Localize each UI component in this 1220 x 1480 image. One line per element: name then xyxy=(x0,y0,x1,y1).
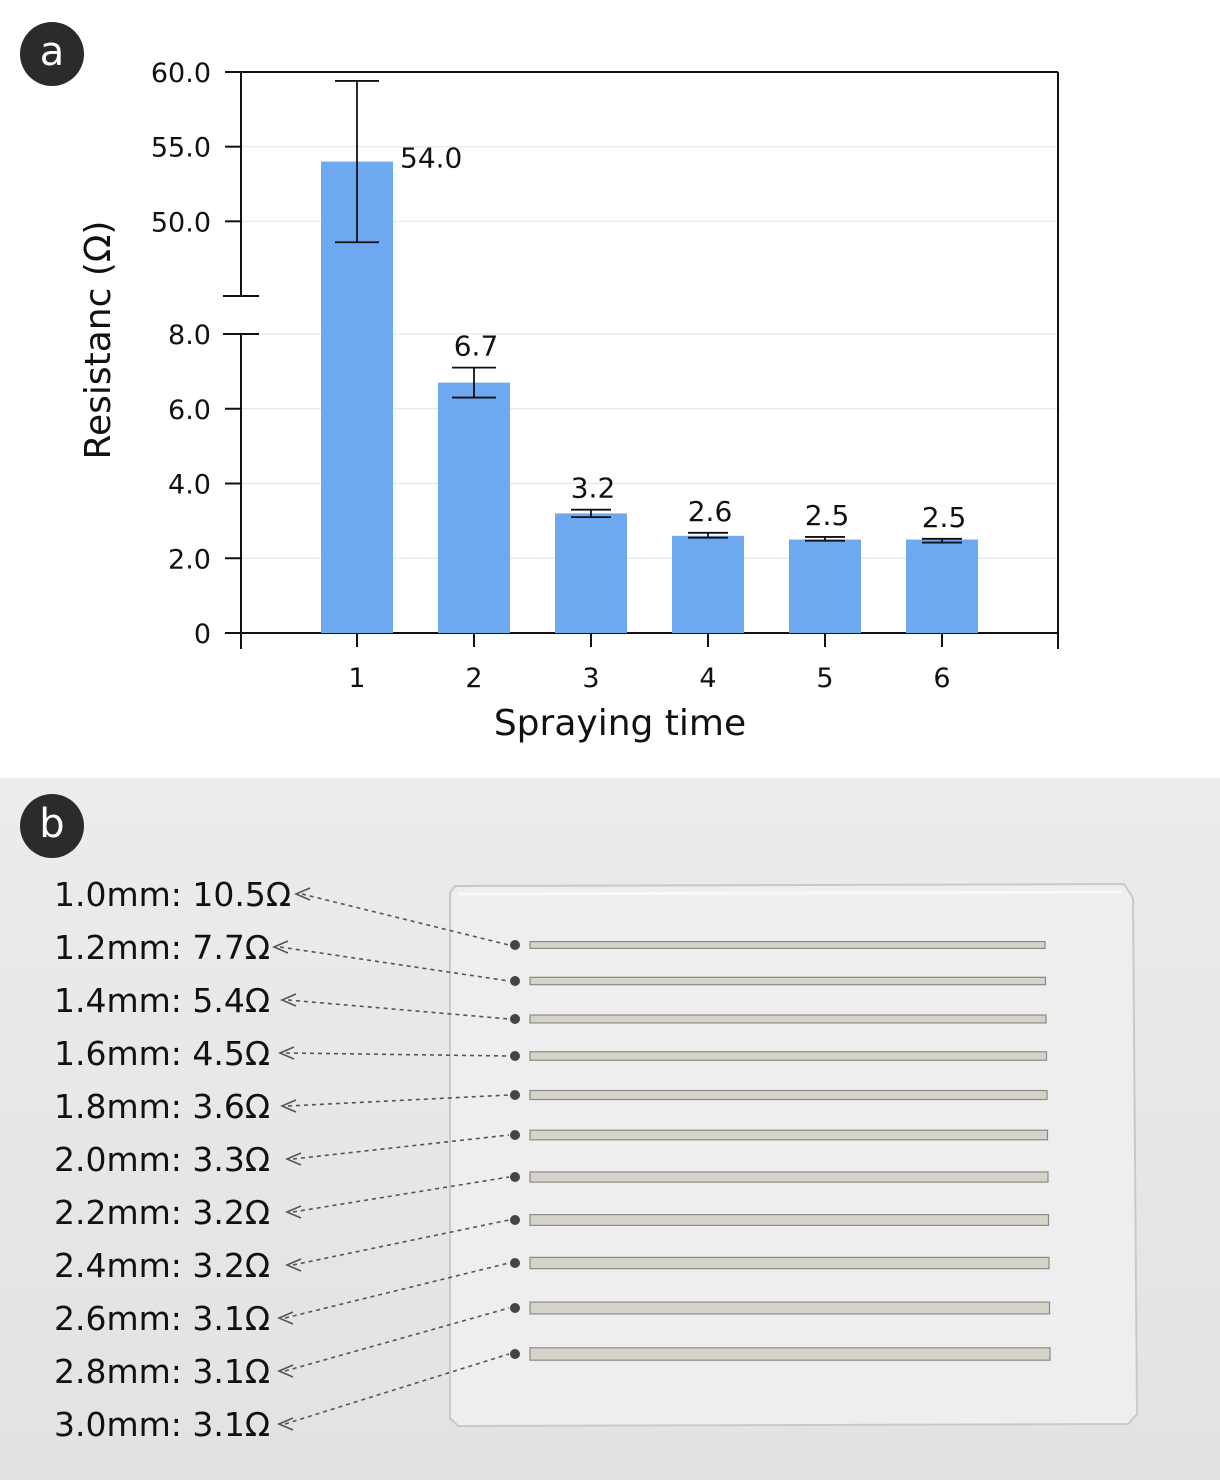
strip-marker-dot xyxy=(510,1303,520,1313)
bar-3 xyxy=(555,513,627,633)
conductive-strip-1 xyxy=(529,941,1046,950)
y-tick-label: 50.0 xyxy=(151,207,211,238)
y-tick-label: 55.0 xyxy=(151,133,211,164)
strip-label-3: 1.4mm: 5.4Ω xyxy=(54,981,270,1020)
data-label-5: 2.5 xyxy=(805,499,850,532)
y-tick-label: 0 xyxy=(194,619,211,650)
x-tick-label: 6 xyxy=(933,663,950,694)
strip-marker-dot xyxy=(510,1349,520,1359)
conductive-strip-4 xyxy=(529,1051,1048,1061)
leader-line xyxy=(287,1094,510,1107)
strip-label-7: 2.2mm: 3.2Ω xyxy=(54,1193,270,1232)
conductive-strip-11 xyxy=(529,1347,1051,1361)
data-label-3: 3.2 xyxy=(571,472,616,505)
strip-marker-dot xyxy=(510,1090,520,1100)
x-tick-label: 4 xyxy=(699,663,716,694)
leader-line xyxy=(284,1262,510,1319)
strip-marker-dot xyxy=(510,1014,520,1024)
strip-marker-dot xyxy=(510,976,520,986)
strip-label-4: 1.6mm: 4.5Ω xyxy=(54,1034,270,1073)
x-axis-title: Spraying time xyxy=(494,703,746,744)
strip-marker-dot xyxy=(510,1051,520,1061)
leader-arrowhead xyxy=(271,940,289,954)
leader-arrowhead xyxy=(276,1417,294,1431)
leader-line xyxy=(285,1052,510,1057)
conductive-strip-10 xyxy=(529,1301,1051,1315)
strip-label-10: 2.8mm: 3.1Ω xyxy=(54,1352,270,1391)
leader-arrowhead xyxy=(277,1046,295,1060)
conductive-strip-8 xyxy=(529,1214,1050,1226)
leader-arrowhead xyxy=(293,887,311,901)
resistance-bar-chart: 0 2.0 4.0 6.0 8.0 50.0 55.0 60.0 54.0 1 6.7 2 3.2 3 2.… xyxy=(78,58,1059,744)
glass-slide-highlight xyxy=(457,890,1123,896)
data-label-1: 54.0 xyxy=(400,142,462,175)
strip-marker-dot xyxy=(510,1172,520,1182)
x-tick-label: 1 xyxy=(348,663,365,694)
glass-slide xyxy=(449,882,1139,1428)
leader-arrowhead xyxy=(276,1311,294,1325)
y-axis-title: Resistanc (Ω) xyxy=(78,221,119,460)
strip-marker-dot xyxy=(510,1215,520,1225)
leader-line xyxy=(284,1353,510,1425)
conductive-strip-6 xyxy=(529,1129,1049,1141)
strip-label-1: 1.0mm: 10.5Ω xyxy=(54,875,291,914)
strip-label-6: 2.0mm: 3.3Ω xyxy=(54,1140,270,1179)
leader-line xyxy=(301,893,510,946)
conductive-strip-2 xyxy=(529,976,1047,986)
x-tick-label: 3 xyxy=(582,663,599,694)
conductive-strip-7 xyxy=(529,1171,1049,1183)
strip-label-2: 1.2mm: 7.7Ω xyxy=(54,928,270,967)
data-label-6: 2.5 xyxy=(922,501,967,534)
strip-label-5: 1.8mm: 3.6Ω xyxy=(54,1087,270,1126)
panel-a-badge: a xyxy=(20,22,84,86)
strip-label-8: 2.4mm: 3.2Ω xyxy=(54,1246,270,1285)
leader-arrowhead xyxy=(279,1099,297,1113)
y-tick-label: 8.0 xyxy=(168,320,211,351)
bar-6 xyxy=(906,539,978,633)
leader-arrowhead xyxy=(284,1258,302,1272)
bar-4 xyxy=(672,535,744,633)
conductive-strip-9 xyxy=(529,1256,1050,1270)
data-label-4: 2.6 xyxy=(688,495,733,528)
strip-label-11: 3.0mm: 3.1Ω xyxy=(54,1405,270,1444)
panel-a: a 0 2.0 4.0 6.0 8.0 50.0 55.0 60.0 54.0 1 6.7 2 3.2 3… xyxy=(20,22,1059,744)
strip-photo: 1.0mm: 10.5Ω 1.2mm: 7.7Ω 1.4mm: 5.4Ω 1.6mm:… xyxy=(54,875,1139,1444)
strip-marker-dot xyxy=(510,940,520,950)
leader-line xyxy=(279,946,510,982)
data-label-2: 6.7 xyxy=(454,330,499,363)
y-tick-label: 60.0 xyxy=(151,58,211,89)
panel-b-badge: b xyxy=(20,794,84,858)
y-tick-label: 2.0 xyxy=(168,544,211,575)
leader-line xyxy=(284,1307,510,1372)
strip-label-9: 2.6mm: 3.1Ω xyxy=(54,1299,270,1338)
y-tick-label: 6.0 xyxy=(168,395,211,426)
conductive-strip-5 xyxy=(529,1089,1048,1101)
panel-b: 1.0mm: 10.5Ω 1.2mm: 7.7Ω 1.4mm: 5.4Ω 1.6mm:… xyxy=(0,778,1220,1480)
leader-arrowhead xyxy=(276,1364,294,1378)
leader-line xyxy=(287,999,510,1020)
y-tick-label: 4.0 xyxy=(168,470,211,501)
conductive-strip-3 xyxy=(529,1014,1047,1024)
x-tick-label: 5 xyxy=(816,663,833,694)
x-tick-label: 2 xyxy=(465,663,482,694)
bar-5 xyxy=(789,539,861,633)
leader-arrowhead xyxy=(279,993,297,1007)
bar-2 xyxy=(438,382,510,633)
strip-marker-dot xyxy=(510,1130,520,1140)
strip-marker-dot xyxy=(510,1258,520,1268)
leader-arrowhead xyxy=(284,1152,302,1166)
leader-arrowhead xyxy=(284,1205,302,1219)
